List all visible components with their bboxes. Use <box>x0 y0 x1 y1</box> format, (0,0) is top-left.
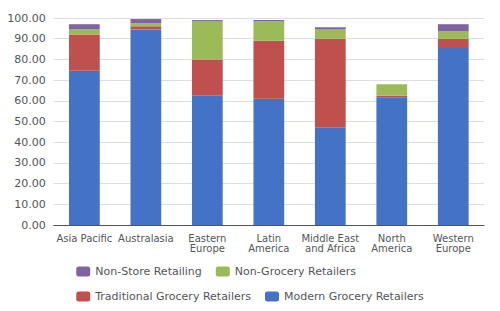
svg-text:Eastern: Eastern <box>188 232 227 244</box>
svg-text:Europe: Europe <box>436 243 471 254</box>
svg-text:Asia Pacific: Asia Pacific <box>56 233 112 244</box>
svg-text:20.00: 20.00 <box>14 177 46 190</box>
svg-text:90.00: 90.00 <box>14 32 46 45</box>
svg-text:Australasia: Australasia <box>118 233 174 244</box>
svg-text:50.00: 50.00 <box>14 115 46 128</box>
svg-text:Modern Grocery Retailers: Modern Grocery Retailers <box>284 290 424 303</box>
svg-text:60.00: 60.00 <box>14 94 46 107</box>
svg-text:Traditional Grocery Retailers: Traditional Grocery Retailers <box>94 290 251 303</box>
svg-text:30.00: 30.00 <box>14 156 46 169</box>
svg-text:40.00: 40.00 <box>14 136 46 149</box>
svg-text:0.00: 0.00 <box>21 219 46 232</box>
svg-text:Non-Grocery Retailers: Non-Grocery Retailers <box>235 265 357 278</box>
svg-text:and Africa: and Africa <box>305 243 356 254</box>
svg-text:America: America <box>248 243 289 254</box>
svg-text:100.00: 100.00 <box>7 12 46 25</box>
svg-text:North: North <box>377 232 406 244</box>
svg-text:Latin: Latin <box>256 232 282 244</box>
svg-text:70.00: 70.00 <box>14 74 46 87</box>
svg-text:10.00: 10.00 <box>14 198 46 211</box>
svg-text:America: America <box>371 243 412 254</box>
svg-text:Europe: Europe <box>190 243 225 254</box>
svg-text:Middle East: Middle East <box>301 232 360 244</box>
svg-text:80.00: 80.00 <box>14 53 46 66</box>
svg-text:Non-Store Retailing: Non-Store Retailing <box>95 265 202 278</box>
svg-text:Western: Western <box>432 232 474 244</box>
